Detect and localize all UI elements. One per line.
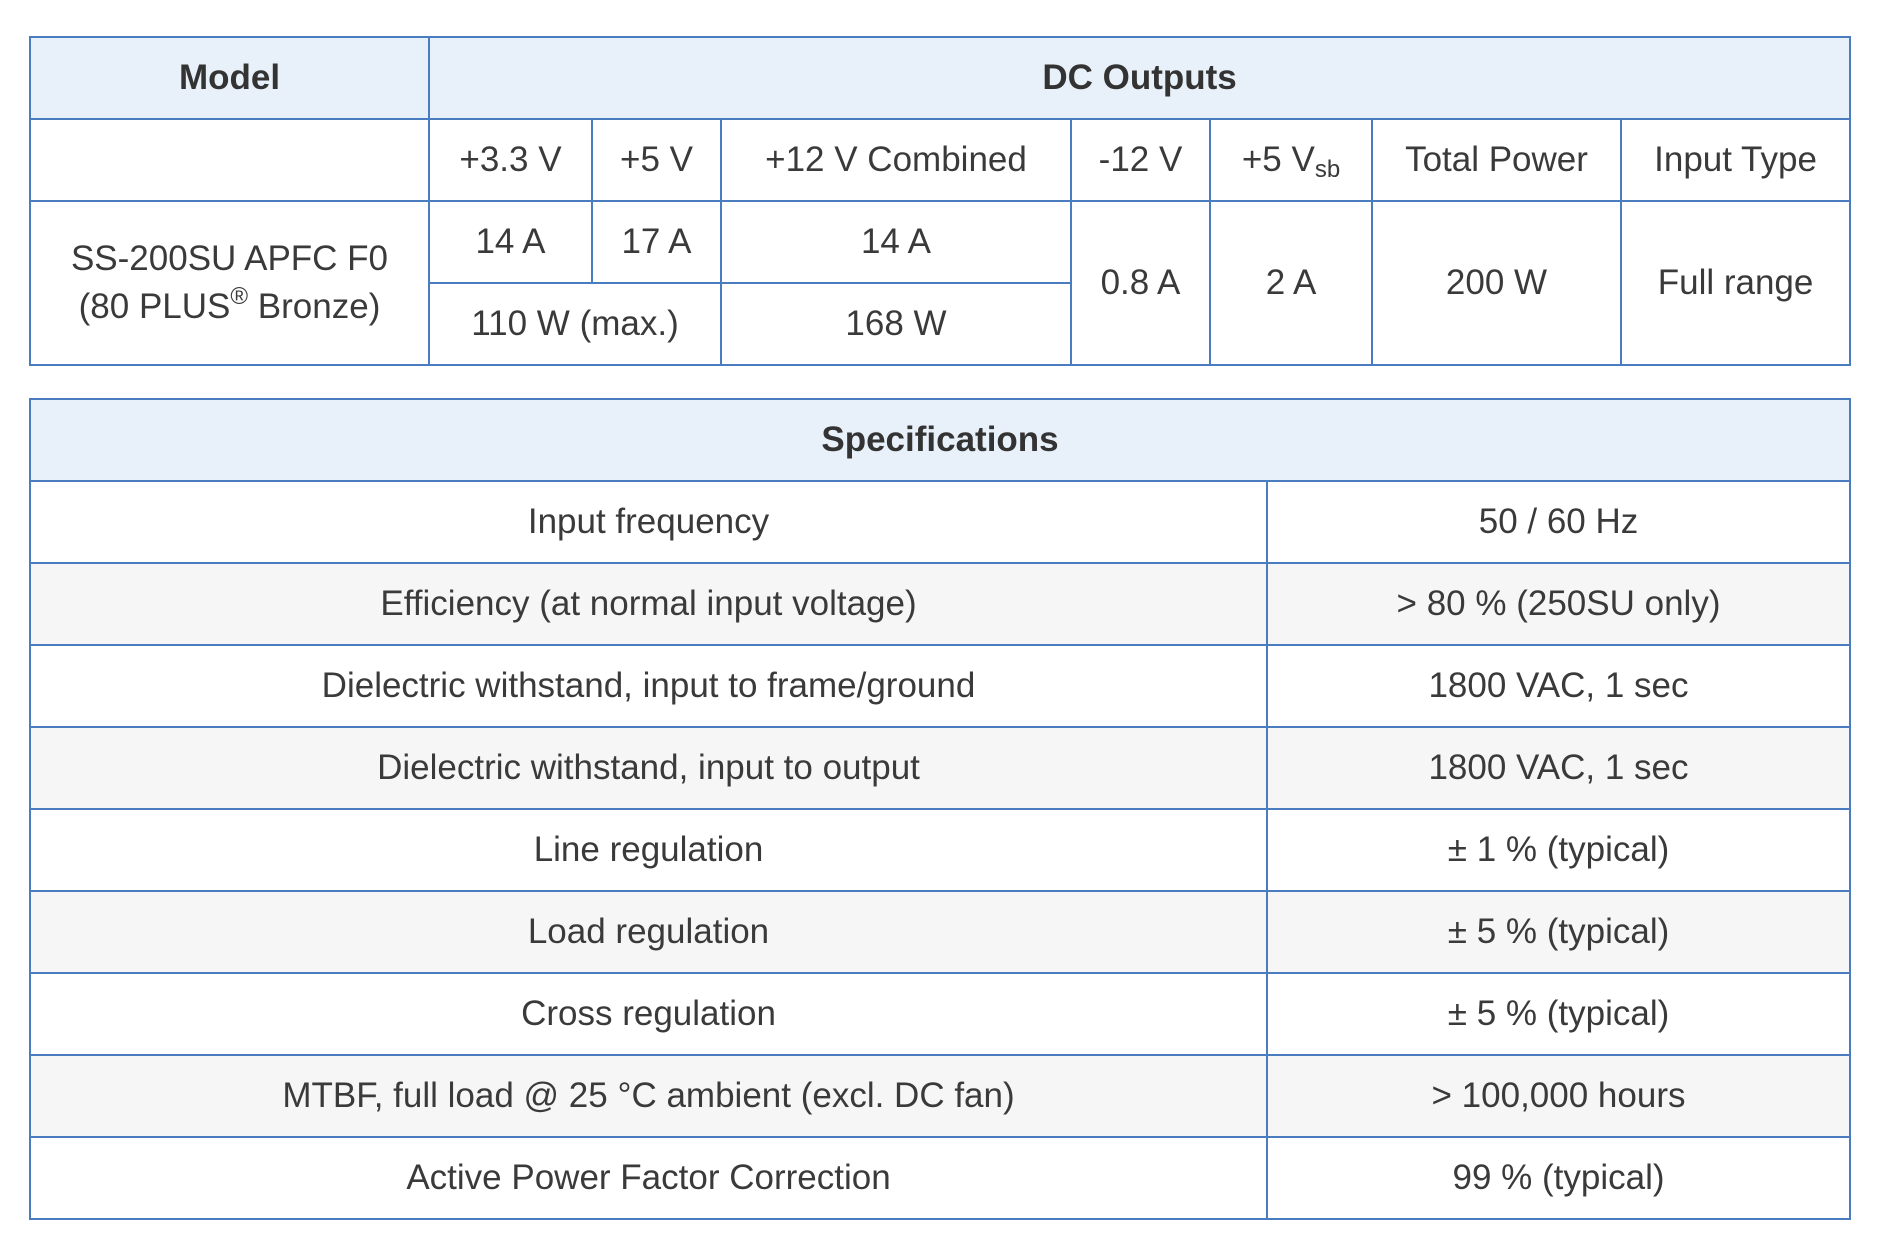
value-12v-amps: 14 A — [720, 200, 1072, 284]
specifications-table: Specifications Input frequency 50 / 60 H… — [28, 398, 1852, 1220]
dc-values-row: SS-200SU APFC F0 (80 PLUS® Bronze) 14 A … — [29, 200, 1852, 366]
col-total-power: Total Power — [1371, 118, 1622, 202]
col-5vsb: +5 Vsb — [1209, 118, 1373, 202]
spec-label: Active Power Factor Correction — [29, 1136, 1268, 1220]
dc-outputs-table: Model DC Outputs +3.3 V +5 V +12 V Combi… — [29, 36, 1852, 366]
value-neg12v-amps: 0.8 A — [1070, 200, 1211, 366]
dc-watts-row: 110 W (max.) 168 W — [30, 282, 1850, 366]
model-name: SS-200SU APFC F0 — [70, 239, 389, 278]
col-input-type: Input Type — [1619, 118, 1852, 202]
spec-value: 50 / 60 Hz — [1265, 480, 1852, 564]
table-row: MTBF, full load @ 25 °C ambient (excl. D… — [29, 1054, 1852, 1138]
col-3v3: +3.3 V — [428, 118, 593, 202]
spec-label: Dielectric withstand, input to frame/gro… — [29, 644, 1268, 728]
spec-value: ± 1 % (typical) — [1265, 808, 1852, 892]
spec-label: Cross regulation — [29, 972, 1268, 1056]
col-neg12v: -12 V — [1070, 118, 1211, 202]
value-total-power: 200 W — [1371, 200, 1622, 366]
spec-value: 1800 VAC, 1 sec — [1265, 644, 1852, 728]
value-5v-amps: 17 A — [591, 200, 722, 284]
table-row: Cross regulation ± 5 % (typical) — [29, 972, 1852, 1056]
value-combined-watts: 110 W (max.) — [428, 282, 722, 366]
table-row: Dielectric withstand, input to frame/gro… — [29, 644, 1852, 728]
value-5vsb-amps: 2 A — [1209, 200, 1373, 366]
col-5v: +5 V — [591, 118, 722, 202]
table-row: Line regulation ± 1 % (typical) — [29, 808, 1852, 892]
dc-outputs-header: DC Outputs — [427, 36, 1852, 120]
spec-value: > 80 % (250SU only) — [1265, 562, 1852, 646]
value-12v-watts: 168 W — [720, 282, 1072, 366]
spec-label: Efficiency (at normal input voltage) — [29, 562, 1268, 646]
dc-subheader-row: +3.3 V +5 V +12 V Combined -12 V +5 Vsb … — [29, 118, 1852, 202]
col-5vsb-main: +5 V — [1241, 140, 1315, 179]
spec-header-row: Specifications — [28, 398, 1852, 482]
spec-label: MTBF, full load @ 25 °C ambient (excl. D… — [29, 1054, 1268, 1138]
table-row: Input frequency 50 / 60 Hz — [29, 480, 1852, 564]
spec-value: 1800 VAC, 1 sec — [1265, 726, 1852, 810]
spec-label: Load regulation — [29, 890, 1268, 974]
spec-value: ± 5 % (typical) — [1265, 890, 1852, 974]
model-cell: SS-200SU APFC F0 (80 PLUS® Bronze) — [29, 200, 430, 366]
spec-value: > 100,000 hours — [1265, 1054, 1852, 1138]
spec-label: Line regulation — [29, 808, 1268, 892]
value-3v3-amps: 14 A — [428, 200, 593, 284]
col-5vsb-sub: sb — [1314, 156, 1341, 183]
model-header: Model — [29, 36, 430, 120]
spec-label: Input frequency — [29, 480, 1268, 564]
dc-header-row: Model DC Outputs — [29, 36, 1852, 120]
table-row: Active Power Factor Correction 99 % (typ… — [29, 1136, 1852, 1220]
table-row: Load regulation ± 5 % (typical) — [29, 890, 1852, 974]
spec-label: Dielectric withstand, input to output — [29, 726, 1268, 810]
model-certification: (80 PLUS® Bronze) — [78, 283, 381, 327]
table-row: Dielectric withstand, input to output 18… — [29, 726, 1852, 810]
specifications-header: Specifications — [28, 398, 1852, 482]
empty-cell — [29, 118, 430, 202]
col-12v-combined: +12 V Combined — [720, 118, 1072, 202]
value-input-type: Full range — [1619, 200, 1852, 366]
spec-value: ± 5 % (typical) — [1265, 972, 1852, 1056]
spec-value: 99 % (typical) — [1265, 1136, 1852, 1220]
table-row: Efficiency (at normal input voltage) > 8… — [29, 562, 1852, 646]
